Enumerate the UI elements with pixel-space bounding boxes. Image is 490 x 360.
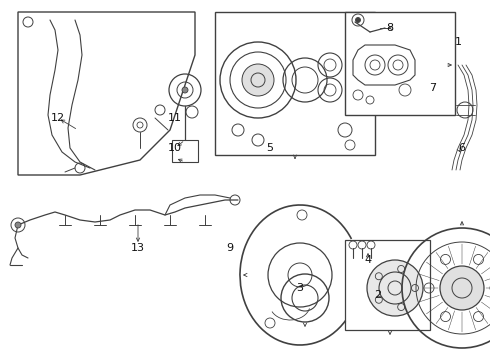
Text: 1: 1 [455,37,462,47]
Text: 5: 5 [267,143,273,153]
Bar [172,140,198,162]
Circle shape [356,18,361,22]
Circle shape [367,260,423,316]
Circle shape [182,87,188,93]
Text: 12: 12 [51,113,65,123]
Circle shape [242,64,274,96]
Text: 3: 3 [296,283,303,293]
Text: 4: 4 [365,255,371,265]
Text: 6: 6 [459,143,466,153]
Bar [345,12,455,115]
Bar [345,240,430,330]
Text: 7: 7 [429,83,437,93]
Circle shape [440,266,484,310]
Text: 11: 11 [168,113,182,123]
Text: 8: 8 [387,23,393,33]
Text: 9: 9 [226,243,234,253]
Text: 10: 10 [168,143,182,153]
Text: 13: 13 [131,243,145,253]
Text: 2: 2 [374,290,382,300]
Circle shape [15,222,21,228]
Bar [215,12,375,155]
